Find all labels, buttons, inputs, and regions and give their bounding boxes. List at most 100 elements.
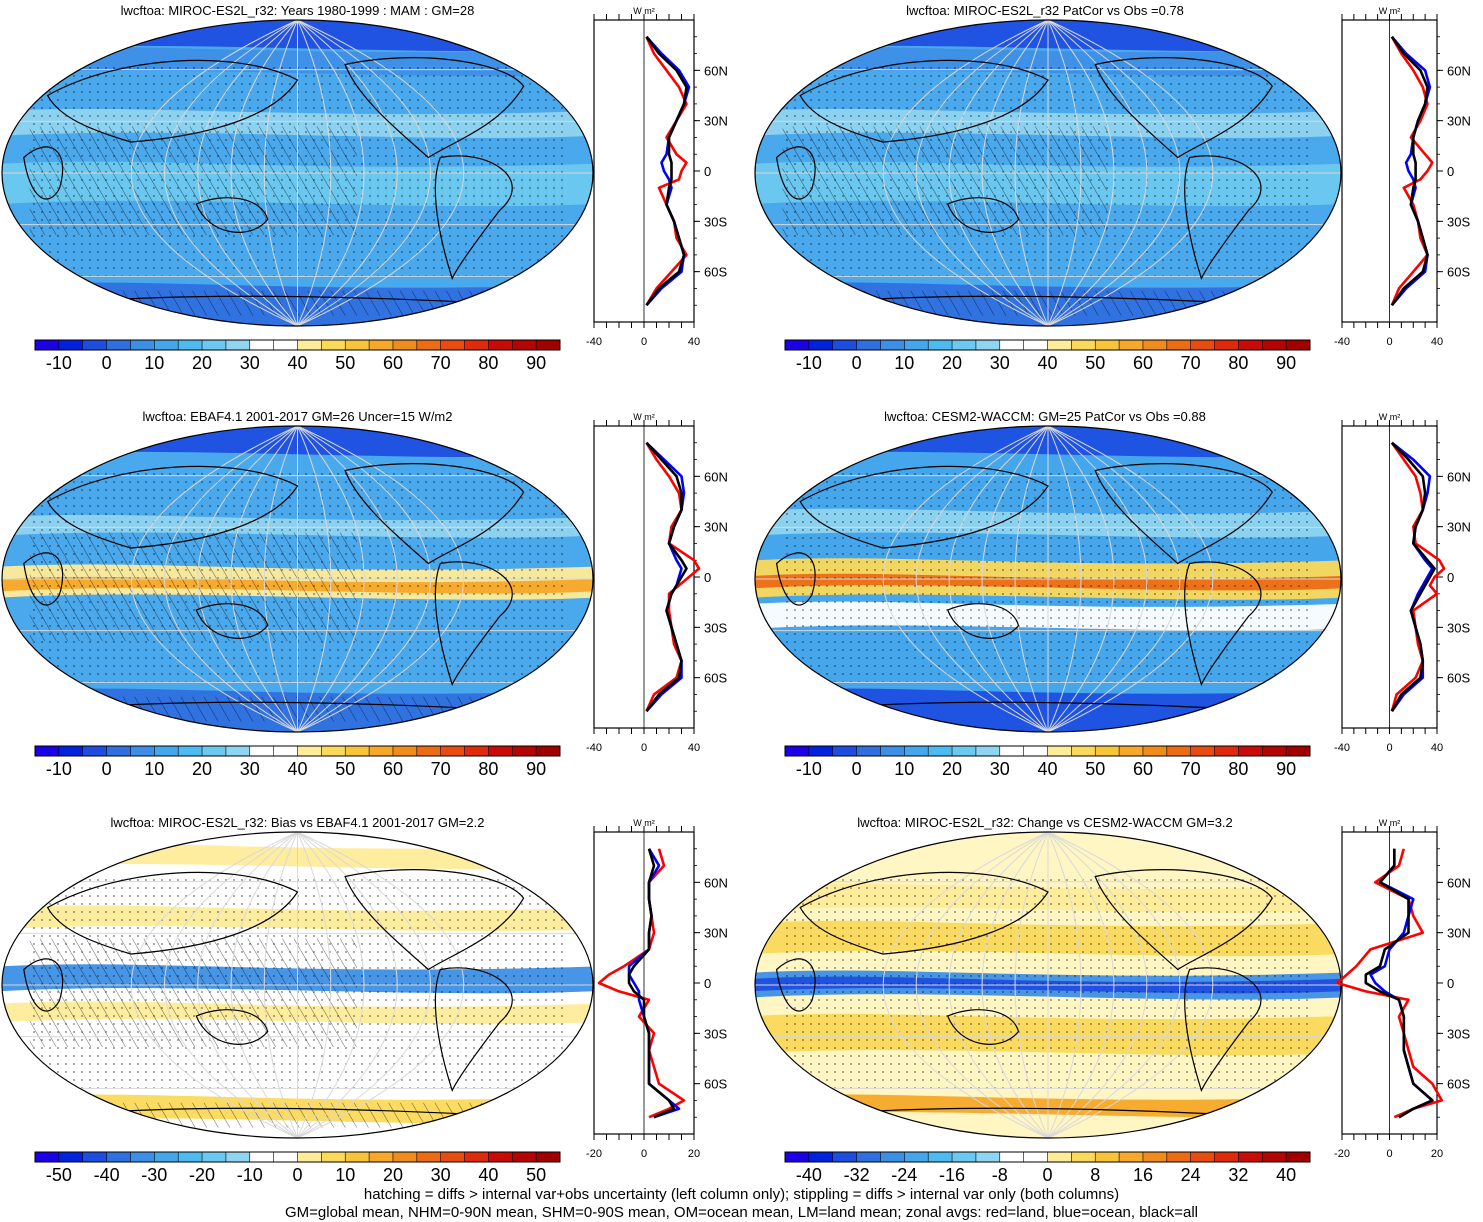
zonal-mean-plot: W m² -20 0 20 60N 30N 0 30S 60S xyxy=(1334,818,1471,1160)
zonal-x-tick-label: 0 xyxy=(641,1148,647,1160)
zonal-mean-plot: W m² -40 0 40 60N 30N 0 30S 60S xyxy=(586,412,728,754)
colorbar-tick-label: 10 xyxy=(894,353,914,373)
zonal-y-tick-label: 60S xyxy=(704,1077,727,1092)
coastline xyxy=(1094,869,1273,971)
colorbar-swatch xyxy=(321,340,346,350)
colorbar-swatch xyxy=(1214,1152,1239,1162)
zonal-series-all xyxy=(645,441,688,712)
colorbar-swatch xyxy=(345,746,370,756)
colorbar-tick-label: 20 xyxy=(192,353,212,373)
colorbar-tick-label: 20 xyxy=(942,759,962,779)
longitude-line xyxy=(981,426,1049,732)
colorbar-tick-label: 30 xyxy=(990,759,1010,779)
colorbar-swatch xyxy=(82,1152,107,1162)
zonal-unit-label: W m² xyxy=(633,6,655,16)
colorbar-swatch xyxy=(1119,746,1144,756)
zonal-unit-label: W m² xyxy=(633,818,655,828)
colorbar-swatch xyxy=(512,1152,537,1162)
colorbar-swatch xyxy=(1023,340,1048,350)
colorbar-swatch xyxy=(249,1152,274,1162)
zonal-unit-label: W m² xyxy=(1379,818,1401,828)
map-border xyxy=(1,19,594,327)
longitude-line xyxy=(297,426,398,732)
zonal-x-tick-label: 20 xyxy=(1431,1148,1443,1160)
colorbar-swatch xyxy=(1238,746,1263,756)
zonal-y-tick-label: 60S xyxy=(1447,671,1470,686)
colorbar-swatch xyxy=(345,340,370,350)
zonal-y-tick-label: 30S xyxy=(1447,1026,1470,1041)
longitude-line xyxy=(263,20,298,326)
colorbar-swatch xyxy=(392,746,418,756)
colorbar-swatch xyxy=(1238,340,1263,350)
colorbar-tick-label: 70 xyxy=(431,759,451,779)
panel-4: lwcftoa: CESM2-WACCM: GM=25 PatCor vs Ob… xyxy=(745,406,1483,806)
colorbar-swatch xyxy=(488,340,513,350)
zonal-series-land xyxy=(1390,442,1446,712)
colorbar-swatch xyxy=(130,746,155,756)
colorbar-tick-label: 90 xyxy=(1276,353,1296,373)
colorbar-swatch xyxy=(58,746,84,756)
colorbar-swatch xyxy=(345,1152,370,1162)
colorbar-swatch xyxy=(440,746,465,756)
longitude-line xyxy=(297,20,365,326)
colorbar-tick-label: 30 xyxy=(990,353,1010,373)
zonal-series-all xyxy=(1390,441,1436,712)
colorbar-tick-label: 40 xyxy=(1037,759,1057,779)
colorbar-swatch xyxy=(464,746,489,756)
colorbar-swatch xyxy=(488,746,513,756)
colorbar-swatch xyxy=(536,1152,561,1162)
longitude-line xyxy=(297,832,365,1138)
colorbar-swatch xyxy=(225,340,251,350)
colorbar-tick-label: 50 xyxy=(526,1165,546,1184)
colorbar-tick-label: 50 xyxy=(1085,759,1105,779)
coastline xyxy=(23,552,64,606)
map-title: lwcftoa: EBAF4.1 2001-2017 GM=26 Uncer=1… xyxy=(142,409,453,424)
colorbar-tick-label: 40 xyxy=(1276,1165,1296,1184)
colorbar-tick-label: 70 xyxy=(431,353,451,373)
colorbar-swatch xyxy=(297,1152,322,1162)
zonal-y-tick-label: 0 xyxy=(1447,164,1454,179)
hatching xyxy=(29,938,357,1047)
zonal-y-tick-label: 30S xyxy=(1447,214,1470,229)
colorbar-swatch xyxy=(1095,746,1120,756)
colorbar-swatch xyxy=(130,340,155,350)
colorbar-swatch xyxy=(35,746,60,756)
colorbar-swatch xyxy=(416,746,441,756)
colorbar-tick-label: -10 xyxy=(237,1165,263,1184)
zonal-x-tick-label: 0 xyxy=(1386,336,1392,348)
longitude-line xyxy=(981,832,1049,1138)
colorbar-swatch xyxy=(297,340,322,350)
zonal-series-ocean xyxy=(627,848,681,1119)
colorbar-swatch xyxy=(999,1152,1024,1162)
zonal-y-tick-label: 60S xyxy=(704,265,727,280)
colorbar-swatch xyxy=(58,1152,84,1162)
colorbar-swatch xyxy=(249,340,274,350)
zonal-y-tick-label: 30N xyxy=(1447,520,1471,535)
longitude-line xyxy=(297,426,365,732)
zonal-y-tick-label: 60N xyxy=(704,469,728,484)
colorbar-swatch xyxy=(1142,746,1168,756)
longitude-line xyxy=(131,426,298,732)
colorbar-swatch xyxy=(35,340,60,350)
map xyxy=(1,831,594,1139)
colorbar-tick-label: 0 xyxy=(852,759,862,779)
colorbar-tick-label: 40 xyxy=(1037,353,1057,373)
panel-2: lwcftoa: MIROC-ES2L_r32 PatCor vs Obs =0… xyxy=(745,0,1483,400)
coastline xyxy=(434,155,513,281)
map-title: lwcftoa: MIROC-ES2L_r32: Bias vs EBAF4.1… xyxy=(110,815,485,830)
longitude-line xyxy=(1047,20,1082,326)
colorbar-swatch xyxy=(1047,746,1072,756)
colorbar-swatch xyxy=(106,340,131,350)
zonal-x-tick-label: 0 xyxy=(641,336,647,348)
zonal-y-tick-label: 60S xyxy=(704,671,727,686)
colorbar: -10 0 10 20 30 40 50 60 70 80 90 xyxy=(34,339,561,373)
colorbar-swatch xyxy=(928,746,953,756)
colorbar-swatch xyxy=(202,746,227,756)
colorbar-tick-label: 10 xyxy=(894,759,914,779)
longitude-line xyxy=(948,832,1049,1138)
map-title: lwcftoa: MIROC-ES2L_r32 PatCor vs Obs =0… xyxy=(906,3,1184,18)
zonal-x-tick-label: -20 xyxy=(1334,1148,1350,1160)
zonal-x-tick-label: -40 xyxy=(1334,742,1350,754)
zonal-y-tick-label: 0 xyxy=(1447,976,1454,991)
map-border xyxy=(1,831,594,1139)
